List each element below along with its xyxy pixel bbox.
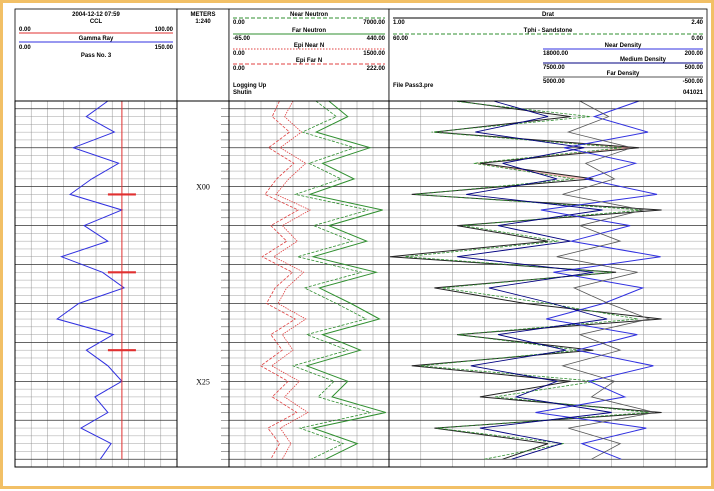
depth-label: X00 [196,183,210,192]
far-density-max: -500.00 [683,79,704,85]
tphi-max: 0.00 [691,36,703,42]
gamma-ray-max: 150.00 [155,45,174,51]
near-density-max: 200.00 [685,51,704,57]
curve-far-density [556,100,656,460]
curve-near-density [535,100,661,460]
curve-tphi-sandstone [404,100,649,460]
well-log-chart: 2004-12-12 07:59 CCL 0.00 100.00 Gamma R… [14,8,708,468]
drat-label: Drat [542,12,554,18]
gamma-ray-min: 0.00 [19,45,31,51]
near-neutron-label: Near Neutron [290,12,328,18]
depth-labels: X00 X25 [196,183,210,387]
near-density-min: 18000.00 [543,51,569,57]
ccl-min: 0.00 [19,27,31,33]
drat-min: 1.00 [393,20,405,26]
track1-header [14,8,178,102]
epi-far-min: 0.00 [233,66,245,72]
plot-border [14,100,708,468]
epi-near-label: Epi Near N [294,43,324,49]
file-label: File Pass3.pre [393,83,434,89]
logging-status: Shutin [233,90,252,96]
curves-layer [55,100,662,460]
curve-far-neutron [305,100,386,460]
tphi-min: 60.00 [393,36,409,42]
epi-near-min: 0.00 [233,51,245,57]
epi-far-label: Epi Far N [296,58,322,64]
curve-epi-far-n [259,100,300,460]
depth-label: X25 [196,377,210,386]
depth-header [176,8,230,102]
logging-direction: Logging Up [233,83,267,89]
curve-medium-density [457,100,612,460]
near-neutron-min: 0.00 [233,20,245,26]
curve-epi-near-n [270,100,311,460]
curve-gamma-ray [55,100,126,460]
far-neutron-min: -65.00 [233,36,251,42]
curve-near-neutron [291,100,371,460]
epi-near-max: 1500.00 [363,51,385,57]
track3-header [388,8,708,102]
medium-density-label: Medium Density [620,57,667,63]
gamma-ray-label: Gamma Ray [79,36,114,42]
ccl-max: 100.00 [155,27,174,33]
far-neutron-label: Far Neutron [292,28,326,34]
grid-layer [15,100,707,468]
medium-density-max: 500.00 [685,65,704,71]
drat-max: 2.40 [691,20,703,26]
near-density-label: Near Density [605,43,642,49]
track2-header [228,8,390,102]
timestamp-label: 2004-12-12 07:59 [72,12,120,18]
far-neutron-max: 440.00 [367,36,386,42]
log-code: 041021 [683,90,704,96]
medium-density-min: 7500.00 [543,65,565,71]
depth-unit: METERS [190,12,215,18]
near-neutron-max: 7000.00 [363,20,385,26]
epi-far-max: 222.00 [367,66,386,72]
far-density-label: Far Density [607,71,640,77]
ccl-label: CCL [90,19,103,25]
tphi-label: Tphi - Sandstone [524,28,573,34]
pass-label: Pass No. 3 [81,53,112,59]
far-density-min: 5000.00 [543,79,565,85]
depth-scale: 1:240 [195,19,211,25]
